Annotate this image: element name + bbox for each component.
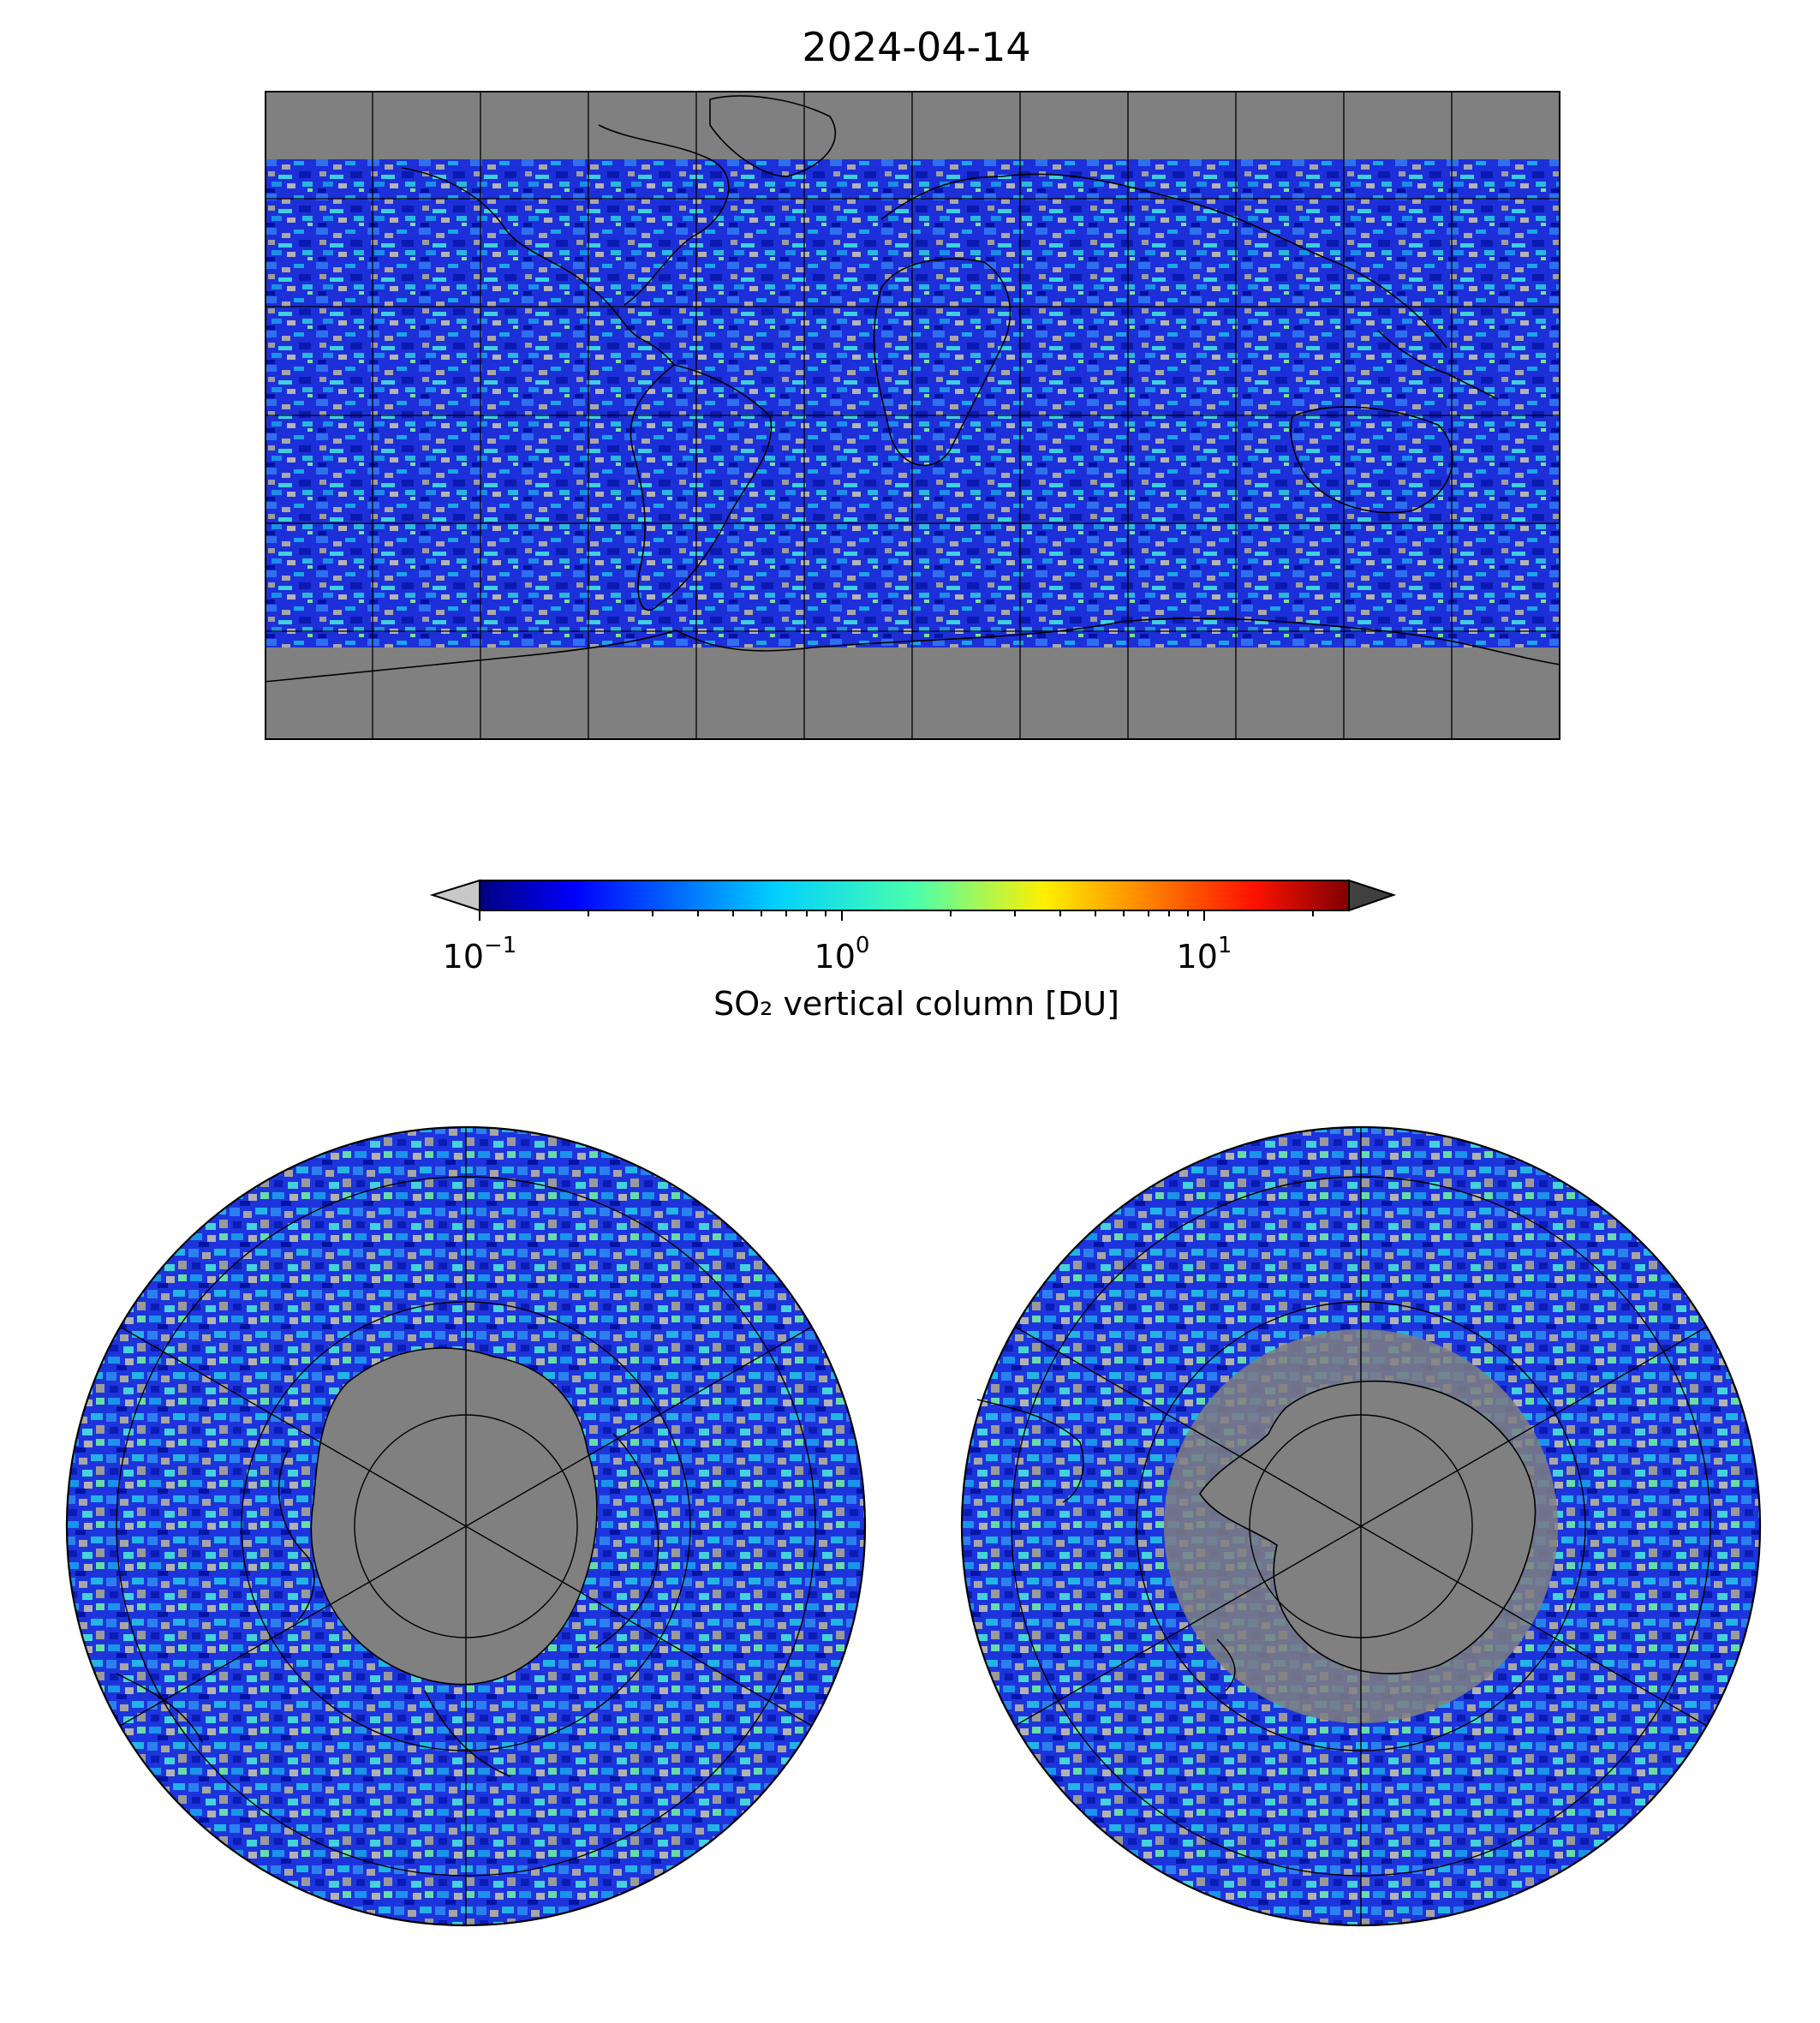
colorbar-tick-label: 100 bbox=[814, 933, 870, 976]
south-polar-gridlines bbox=[1011, 1127, 1711, 1925]
north-polar-boundary bbox=[65, 1125, 867, 1927]
colorbar-under-extension bbox=[429, 879, 480, 912]
colorbar-tick-label: 10−1 bbox=[442, 933, 517, 976]
south-polar-map bbox=[960, 1125, 1762, 1927]
south-polar-boundary bbox=[960, 1125, 1762, 1927]
colorbar-label: SO₂ vertical column [DU] bbox=[713, 985, 1119, 1023]
south-polar-antarctica bbox=[1199, 1380, 1537, 1674]
world-coastlines bbox=[265, 95, 1560, 683]
world-map-frame bbox=[265, 91, 1560, 740]
world-map bbox=[265, 91, 1560, 740]
colorbar-tick-marks bbox=[479, 910, 1314, 921]
north-polar-arctic-landmass bbox=[310, 1347, 598, 1686]
north-polar-coastlines bbox=[116, 1433, 659, 1777]
colorbar-gradient bbox=[479, 880, 1350, 911]
figure-title: 2024-04-14 bbox=[802, 24, 1031, 70]
north-polar-map bbox=[65, 1125, 867, 1927]
world-gridlines bbox=[265, 91, 1560, 740]
colorbar-over-extension bbox=[1348, 879, 1396, 912]
south-polar-coastlines bbox=[976, 1399, 1236, 1692]
colorbar-tick-labels: 10−1 100 101 bbox=[0, 934, 1820, 985]
colorbar-tick-label: 101 bbox=[1176, 933, 1232, 976]
north-polar-gridlines bbox=[116, 1127, 816, 1925]
colorbar bbox=[429, 879, 1396, 921]
